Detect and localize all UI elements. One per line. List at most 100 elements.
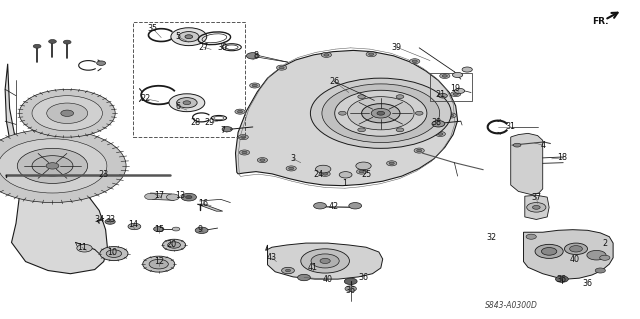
Text: FR.: FR. — [592, 17, 609, 26]
Circle shape — [169, 94, 205, 112]
Text: 18: 18 — [557, 153, 567, 162]
Circle shape — [453, 93, 458, 95]
Circle shape — [324, 54, 329, 56]
Text: 29: 29 — [205, 118, 215, 127]
Circle shape — [440, 73, 450, 78]
Circle shape — [366, 52, 376, 57]
Circle shape — [316, 165, 331, 173]
Circle shape — [417, 149, 422, 152]
Circle shape — [238, 135, 248, 140]
Circle shape — [282, 267, 294, 274]
Circle shape — [339, 111, 346, 115]
Text: 24: 24 — [314, 170, 324, 179]
Text: 25: 25 — [361, 170, 371, 179]
Text: 15: 15 — [154, 225, 164, 234]
Circle shape — [171, 28, 207, 46]
Circle shape — [344, 278, 357, 285]
Text: 41: 41 — [307, 263, 317, 272]
Circle shape — [77, 244, 92, 252]
Circle shape — [358, 128, 365, 132]
Circle shape — [0, 129, 126, 203]
Circle shape — [339, 172, 352, 178]
Circle shape — [145, 193, 157, 200]
Circle shape — [106, 250, 122, 257]
Text: 36: 36 — [346, 286, 356, 295]
Text: 16: 16 — [198, 199, 209, 208]
Circle shape — [600, 255, 610, 260]
Text: 36: 36 — [582, 279, 593, 288]
Circle shape — [396, 128, 404, 132]
Circle shape — [166, 194, 179, 200]
Text: 30: 30 — [218, 43, 228, 52]
Text: 37: 37 — [531, 193, 541, 202]
Circle shape — [286, 166, 296, 171]
Text: 3: 3 — [291, 154, 296, 163]
Circle shape — [250, 83, 260, 88]
Text: 20: 20 — [166, 240, 177, 249]
Circle shape — [322, 84, 440, 143]
Circle shape — [532, 205, 540, 209]
Circle shape — [454, 88, 465, 93]
Circle shape — [172, 227, 180, 231]
Circle shape — [371, 108, 390, 118]
Text: 33: 33 — [105, 215, 115, 224]
Text: 26: 26 — [329, 77, 339, 86]
Circle shape — [154, 226, 164, 232]
Circle shape — [345, 286, 356, 292]
Text: 14: 14 — [128, 220, 138, 229]
Circle shape — [513, 143, 521, 147]
Circle shape — [0, 139, 107, 193]
Circle shape — [449, 114, 454, 117]
Text: 7: 7 — [220, 126, 225, 135]
Circle shape — [285, 269, 291, 272]
Circle shape — [323, 173, 328, 175]
Circle shape — [279, 66, 284, 69]
Text: 39: 39 — [392, 43, 402, 52]
Circle shape — [33, 44, 41, 48]
Circle shape — [17, 148, 88, 183]
Circle shape — [314, 203, 326, 209]
Circle shape — [595, 268, 605, 273]
Polygon shape — [236, 50, 458, 186]
Circle shape — [358, 95, 365, 99]
Circle shape — [46, 163, 59, 169]
Text: 5: 5 — [175, 32, 180, 41]
Text: 1: 1 — [342, 179, 347, 188]
Text: 42: 42 — [329, 202, 339, 211]
Circle shape — [242, 151, 247, 154]
Circle shape — [377, 111, 385, 115]
Circle shape — [526, 234, 536, 239]
Circle shape — [462, 67, 472, 72]
Circle shape — [143, 256, 175, 272]
Text: 31: 31 — [506, 122, 516, 131]
Circle shape — [105, 219, 115, 224]
Circle shape — [349, 203, 362, 209]
Circle shape — [396, 95, 404, 99]
Circle shape — [356, 162, 371, 170]
Circle shape — [410, 59, 420, 64]
Circle shape — [541, 248, 557, 255]
Circle shape — [19, 89, 115, 137]
Text: 4: 4 — [540, 141, 545, 150]
Circle shape — [320, 171, 330, 176]
Text: 36: 36 — [358, 273, 369, 282]
Circle shape — [97, 61, 106, 65]
Text: 13: 13 — [175, 191, 186, 200]
Circle shape — [435, 131, 445, 137]
Circle shape — [301, 249, 349, 273]
Circle shape — [239, 150, 250, 155]
Circle shape — [535, 244, 563, 258]
Polygon shape — [266, 243, 383, 279]
Circle shape — [185, 35, 193, 39]
Circle shape — [237, 110, 243, 113]
Circle shape — [556, 276, 568, 282]
Polygon shape — [197, 204, 223, 211]
Circle shape — [356, 169, 367, 174]
Circle shape — [362, 104, 400, 123]
Circle shape — [438, 93, 447, 98]
Circle shape — [168, 242, 180, 248]
Circle shape — [195, 227, 208, 234]
Circle shape — [311, 254, 339, 268]
Text: 21: 21 — [435, 90, 445, 99]
Polygon shape — [525, 195, 549, 219]
